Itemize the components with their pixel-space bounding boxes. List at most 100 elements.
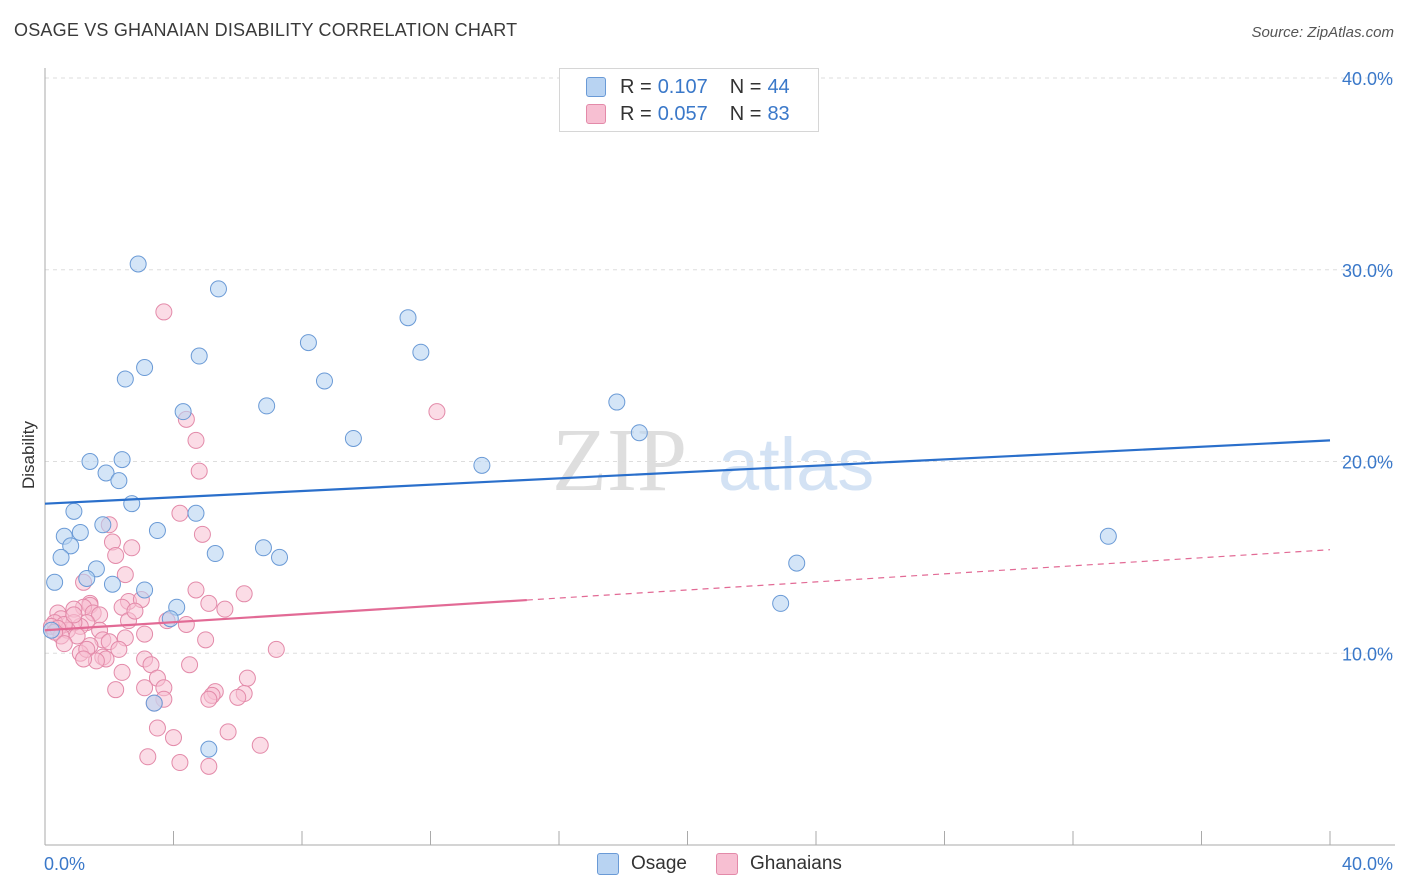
osage-point <box>65 502 83 520</box>
ghanaians-point <box>171 754 189 772</box>
ghanaians-point <box>136 679 154 697</box>
ghanaians-point <box>126 602 144 620</box>
osage-point <box>94 516 112 534</box>
ghanaians-swatch <box>586 104 606 124</box>
bottom-legend-osage: Osage <box>597 851 687 877</box>
trend-lines <box>44 439 1331 632</box>
osage-legend-label: Osage <box>631 853 687 874</box>
ghanaians-point <box>187 581 205 599</box>
osage-point <box>62 537 80 555</box>
osage-point <box>200 740 218 758</box>
ghanaians-point <box>190 462 208 480</box>
legend-r-label: R = <box>620 75 652 98</box>
osage-point <box>772 594 790 612</box>
ghanaians-legend-swatch <box>716 853 738 875</box>
chart-title: OSAGE VS GHANAIAN DISABILITY CORRELATION… <box>14 20 518 40</box>
osage-legend-swatch <box>597 853 619 875</box>
ghanaians-series <box>42 303 446 775</box>
ghanaians-point <box>171 504 189 522</box>
osage-point <box>608 393 626 411</box>
osage-point <box>209 280 227 298</box>
ghanaians-point <box>216 600 234 618</box>
osage-point <box>145 694 163 712</box>
osage-point <box>473 456 491 474</box>
osage-point <box>271 548 289 566</box>
osage-point <box>258 397 276 415</box>
ghanaians-point <box>235 585 253 603</box>
ghanaians-point <box>193 525 211 543</box>
legend-n-value: 83 <box>767 102 790 125</box>
ghanaians-point <box>155 303 173 321</box>
ghanaians-point <box>65 606 83 624</box>
ghanaians-point <box>181 656 199 674</box>
ghanaians-point <box>267 640 285 658</box>
osage-point <box>174 403 192 421</box>
osage-point <box>129 255 147 273</box>
ghanaians-point <box>110 640 128 658</box>
bottom-legend-ghanaians: Ghanaians <box>716 851 842 877</box>
ghanaians-trend-line-solid <box>44 598 527 632</box>
ghanaians-point <box>148 719 166 737</box>
ghanaians-point <box>200 690 218 708</box>
ghanaians-point <box>113 663 131 681</box>
osage-point <box>110 472 128 490</box>
osage-point <box>97 464 115 482</box>
osage-point <box>161 610 179 628</box>
osage-point <box>399 309 417 327</box>
grid-lines <box>45 77 1395 654</box>
legend-n-value: 44 <box>767 75 790 98</box>
osage-point <box>254 539 272 557</box>
ghanaians-legend-label: Ghanaians <box>750 853 842 874</box>
osage-point <box>788 554 806 572</box>
ghanaians-point <box>55 635 73 653</box>
osage-point <box>136 581 154 599</box>
ghanaians-point <box>200 757 218 775</box>
osage-point <box>78 569 96 587</box>
osage-point <box>71 523 89 541</box>
ghanaians-point <box>116 566 134 584</box>
legend-n-label: N = <box>729 102 762 125</box>
ghanaians-point <box>187 431 205 449</box>
ghanaians-point <box>200 594 218 612</box>
osage-point <box>136 359 154 377</box>
osage-point <box>206 545 224 563</box>
y-tick-label: 20.0% <box>1342 453 1393 473</box>
osage-point <box>116 370 134 388</box>
osage-point <box>315 372 333 390</box>
ghanaians-point <box>136 625 154 643</box>
correlation-legend: R = 0.107 N = 44 R = 0.057 N = 83 <box>559 68 819 132</box>
osage-trend-line <box>44 439 1331 505</box>
ghanaians-point <box>123 539 141 557</box>
ghanaians-point <box>107 546 125 564</box>
ghanaians-point <box>177 615 195 633</box>
ghanaians-point <box>428 403 446 421</box>
y-tick-label: 40.0% <box>1342 69 1393 89</box>
osage-point <box>148 522 166 540</box>
osage-point <box>187 504 205 522</box>
ghanaians-point <box>219 723 237 741</box>
x-tick-label-min: 0.0% <box>44 854 85 874</box>
y-tick-label: 10.0% <box>1342 644 1393 664</box>
osage-swatch <box>586 77 606 97</box>
legend-r-label: R = <box>620 102 652 125</box>
ghanaians-trend-line-dashed <box>526 549 1331 601</box>
legend-row-ghanaians: R = 0.057 N = 83 <box>586 102 790 126</box>
legend-row-osage: R = 0.107 N = 44 <box>586 75 790 99</box>
osage-point <box>113 451 131 469</box>
ghanaians-point <box>238 669 256 687</box>
osage-point <box>46 573 64 591</box>
osage-point <box>81 453 99 470</box>
ghanaians-point <box>197 631 215 649</box>
ghanaians-point <box>229 688 247 706</box>
y-tick-label: 30.0% <box>1342 261 1393 281</box>
legend-r-value: 0.057 <box>657 102 708 125</box>
osage-series <box>42 255 1117 758</box>
x-tick-label-max: 40.0% <box>1342 854 1393 874</box>
osage-point <box>412 343 430 361</box>
source-label: Source: ZipAtlas.com <box>1251 24 1394 41</box>
ghanaians-point <box>75 650 93 668</box>
ghanaians-point <box>107 681 125 699</box>
osage-point <box>630 424 648 442</box>
legend-r-value: 0.107 <box>657 75 708 98</box>
ghanaians-point <box>251 736 269 754</box>
